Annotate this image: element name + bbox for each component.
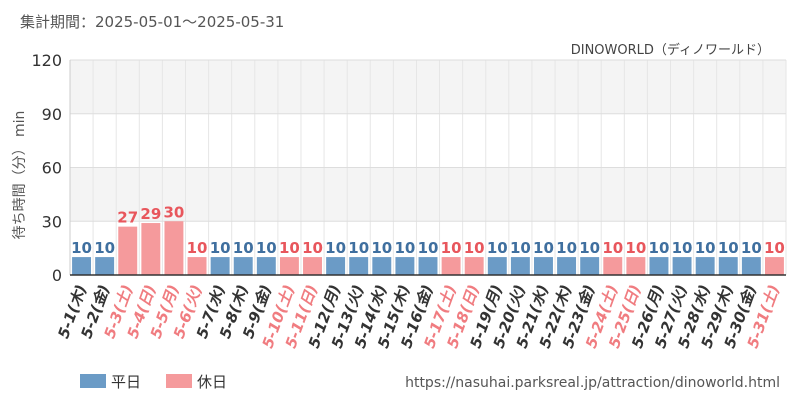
y-axis-label: 待ち時間（分） min [12,111,28,240]
data-label: 10 [510,239,531,257]
legend-holiday-label: 休日 [197,373,227,391]
data-label: 10 [233,239,254,257]
bar [764,257,784,275]
bar [279,257,299,275]
data-label: 10 [649,239,670,257]
bar [164,221,184,275]
bar [649,257,669,275]
data-label: 10 [94,239,115,257]
bar [326,257,346,275]
bar [626,257,646,275]
legend-holiday-swatch [166,374,192,388]
data-label: 10 [187,239,208,257]
data-label: 10 [302,239,323,257]
grid-band [70,113,786,168]
y-tick-label: 0 [52,266,62,285]
data-label: 10 [279,239,300,257]
bar [672,257,692,275]
bar [464,257,484,275]
data-label: 10 [371,239,392,257]
x-axis-ticks: 5-1(木)5-2(金)5-3(土)5-4(日)5-5(月)5-6(火)5-7(… [54,282,783,350]
legend-weekday-label: 平日 [111,373,141,391]
bar [233,257,253,275]
data-label: 10 [741,239,762,257]
data-label: 10 [487,239,508,257]
data-label: 10 [672,239,693,257]
data-label: 10 [325,239,346,257]
data-label: 10 [71,239,92,257]
bar [210,257,230,275]
bar [441,257,461,275]
bars [72,221,784,275]
bar [741,257,761,275]
bar [72,257,92,275]
data-label: 10 [579,239,600,257]
y-axis-ticks: 0 30 60 90 120 [31,51,62,285]
data-label: 10 [556,239,577,257]
source-url[interactable]: https://nasuhai.parksreal.jp/attraction/… [405,375,780,391]
data-label: 10 [602,239,623,257]
y-tick-label: 30 [42,212,62,231]
bar [303,257,322,275]
bar [372,257,392,275]
bar [557,257,577,275]
bar [487,257,507,275]
bar [418,257,438,275]
data-label: 10 [625,239,646,257]
data-label: 10 [533,239,554,257]
attraction-name: DINOWORLD（ディノワールド） [571,42,770,58]
data-label: 10 [464,239,485,257]
bar [395,257,415,275]
bar [256,257,276,275]
bar [187,257,207,275]
data-label: 10 [210,239,231,257]
bar [580,257,600,275]
data-label: 10 [441,239,462,257]
legend-weekday-swatch [80,374,106,388]
y-tick-label: 90 [42,105,62,124]
data-label: 29 [140,205,161,223]
data-label: 10 [348,239,369,257]
bar [718,257,738,275]
bar [603,257,623,275]
background-bands [70,60,786,275]
bar [695,257,715,275]
bar [349,257,369,275]
data-label: 10 [718,239,739,257]
data-label: 27 [117,209,138,227]
bar [95,257,115,275]
y-tick-label: 60 [42,159,62,178]
data-label: 10 [256,239,277,257]
data-label: 10 [695,239,716,257]
bar [510,257,530,275]
grid-band [70,167,786,222]
bar [141,223,161,275]
data-label: 30 [163,203,184,221]
period-label: 集計期間：2025-05-01～2025-05-31 [20,13,284,31]
data-label: 10 [764,239,785,257]
y-tick-label: 120 [31,51,62,70]
bar [534,257,553,275]
data-label: 10 [394,239,415,257]
grid-band [70,60,786,114]
data-label: 10 [418,239,439,257]
bar [118,226,138,275]
